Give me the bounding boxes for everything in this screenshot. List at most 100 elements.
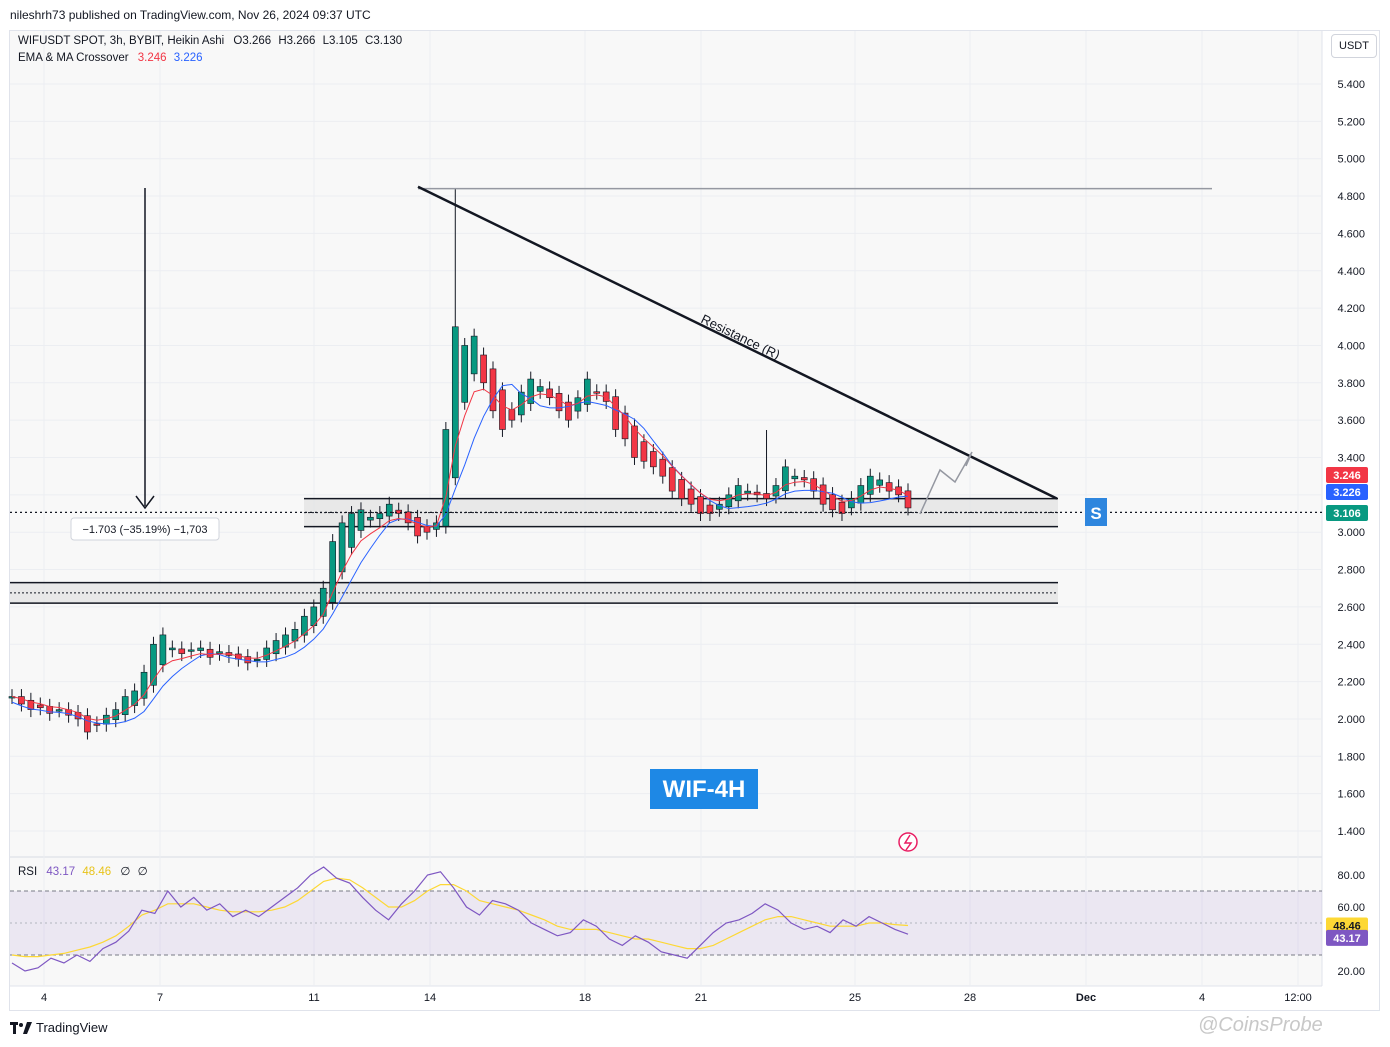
candle-body <box>159 634 167 666</box>
candle-body <box>442 429 450 527</box>
candle-body <box>763 493 770 499</box>
price-tick-label: 1.600 <box>1337 789 1365 801</box>
price-tick-label: 3.400 <box>1337 453 1365 465</box>
candle-body <box>319 587 327 617</box>
candle-body <box>876 479 884 486</box>
candle-body <box>668 467 676 492</box>
time-tick-label: 4 <box>1199 992 1205 1004</box>
candle-body <box>725 494 733 508</box>
candle-body <box>272 640 280 655</box>
candle-body <box>687 488 695 505</box>
price-tick-label: 5.200 <box>1337 116 1365 128</box>
candle-body <box>480 354 487 384</box>
price-tick-label: 2.400 <box>1337 639 1365 651</box>
candle-body <box>744 490 751 494</box>
candle-body <box>838 501 846 514</box>
rsi-extra-2: ∅ <box>137 866 148 878</box>
last-price-badge: 3.106 <box>1333 508 1361 520</box>
price-tick-label: 4.600 <box>1337 228 1365 240</box>
time-tick-label: 12:00 <box>1284 992 1312 1004</box>
price-tick-label: 3.000 <box>1337 527 1365 539</box>
rsi-value-badge-bg <box>1326 929 1368 946</box>
candle-body <box>357 509 365 531</box>
rsi-tick-label: 60.00 <box>1337 902 1365 914</box>
tradingview-logo[interactable]: TradingView <box>10 1020 108 1035</box>
price-tick-label: 4.000 <box>1337 340 1365 352</box>
currency-button[interactable]: USDT <box>1331 34 1377 58</box>
candle-body <box>536 386 544 392</box>
candle-body <box>885 482 893 492</box>
price-tick-label: 2.600 <box>1337 602 1365 614</box>
time-tick-label: Dec <box>1076 992 1096 1004</box>
ema-price-badge: 3.246 <box>1333 470 1361 482</box>
rsi-ma-badge-bg <box>1326 917 1368 934</box>
candle-body <box>414 517 421 537</box>
candle-body <box>659 458 667 477</box>
candle-body <box>640 441 648 462</box>
candle-body <box>706 504 714 514</box>
candle-body <box>546 388 553 399</box>
ohlc-high: H3.266 <box>278 35 316 47</box>
candle-body <box>27 699 35 710</box>
candle-body <box>93 723 101 726</box>
candle-body <box>791 475 799 480</box>
candle-body <box>489 368 497 412</box>
chart-frame <box>9 30 1380 1011</box>
candle-body <box>527 378 535 404</box>
published-line: nileshrh73 published on TradingView.com,… <box>10 8 371 22</box>
price-tick-label: 3.600 <box>1337 415 1365 427</box>
time-tick-label: 7 <box>157 992 163 1004</box>
lightning-icon <box>898 832 918 852</box>
rsi-legend-value: 43.17 <box>46 866 76 878</box>
candle-body <box>197 647 204 651</box>
candle-body <box>18 696 25 705</box>
candle-body <box>508 409 516 421</box>
candle-body <box>650 451 657 468</box>
ma-value: 3.226 <box>173 52 203 64</box>
candle-body <box>178 648 186 654</box>
rsi-pane-bg <box>10 858 1322 986</box>
support-marker: S <box>1090 504 1101 523</box>
price-pane-bg <box>10 31 1322 856</box>
candle-body <box>593 391 601 394</box>
price-tick-label: 2.800 <box>1337 565 1365 577</box>
last-price-badge-bg <box>1326 505 1368 521</box>
candle-body <box>565 401 572 421</box>
candle-body <box>697 496 704 514</box>
time-tick-label: 14 <box>424 992 436 1004</box>
chart-title-box <box>650 769 758 809</box>
candle-body <box>866 475 874 495</box>
candle-body <box>55 709 63 712</box>
time-tick-label: 25 <box>849 992 861 1004</box>
candle-body <box>140 671 148 699</box>
rsi-legend[interactable]: RSI 43.17 48.46 ∅ ∅ <box>18 864 148 878</box>
candle-body <box>301 615 308 636</box>
rsi-ma-legend-value: 48.46 <box>82 866 112 878</box>
candle-body <box>904 490 912 509</box>
candle-body <box>772 485 780 497</box>
symbol-legend: WIFUSDT SPOT, 3h, BYBIT, Heikin Ashi O3.… <box>18 35 402 47</box>
ema-line <box>11 388 909 721</box>
indicator-legend[interactable]: EMA & MA Crossover 3.246 3.226 <box>18 52 203 64</box>
candle-body <box>734 485 742 502</box>
candle-body <box>348 513 355 548</box>
rsi-extra-1: ∅ <box>120 866 131 878</box>
candle-body <box>621 412 629 440</box>
candle-body <box>36 704 44 709</box>
price-tick-label: 4.200 <box>1337 303 1365 315</box>
candle-body <box>376 513 384 519</box>
rsi-ma-line <box>11 877 909 958</box>
price-tick-label: 4.400 <box>1337 266 1365 278</box>
candle-body <box>451 326 459 479</box>
candle-body <box>819 484 827 505</box>
ema-value: 3.246 <box>137 52 167 64</box>
ohlc-open: O3.266 <box>233 35 272 47</box>
price-tick-label: 5.400 <box>1337 79 1365 91</box>
candle-body <box>895 486 902 496</box>
ma-line <box>11 383 909 725</box>
price-tick-label: 4.800 <box>1337 191 1365 203</box>
candle-body <box>385 503 393 517</box>
measure-label: −1.703 (−35.19%) −1,703 <box>82 524 207 536</box>
candle-body <box>499 389 506 430</box>
